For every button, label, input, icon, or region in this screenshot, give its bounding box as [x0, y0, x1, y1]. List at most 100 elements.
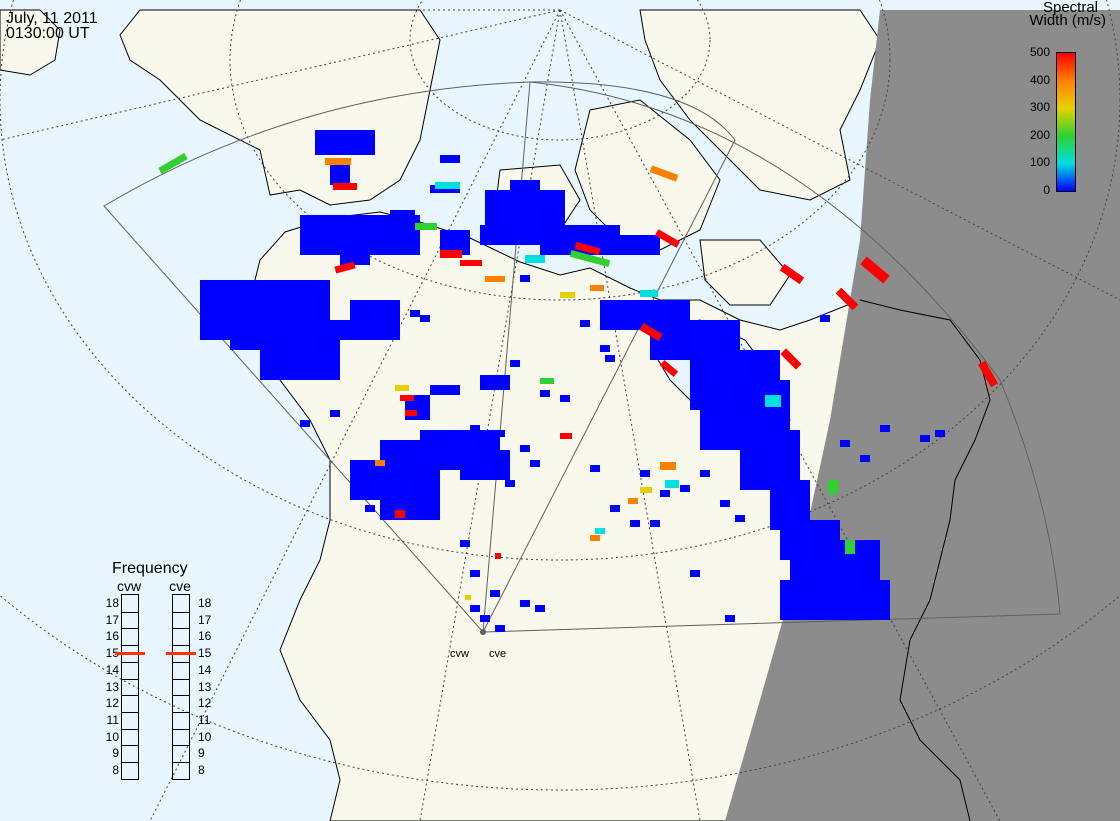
- echo-cell: [640, 487, 652, 493]
- echo-cell: [420, 315, 430, 322]
- frequency-level-label: 15: [105, 646, 119, 661]
- echo-cell: [520, 275, 530, 282]
- echo-cell: [540, 378, 554, 384]
- echo-cell: [680, 485, 690, 492]
- echo-cell: [460, 540, 470, 547]
- echo-cell: [465, 595, 471, 600]
- echo-cell: [440, 250, 462, 258]
- echo-cell: [510, 180, 540, 190]
- site-label-cve: cve: [489, 648, 507, 660]
- echo-cell: [470, 425, 480, 432]
- echo-cell: [480, 615, 490, 622]
- echo-cell: [649, 165, 679, 182]
- frequency-title: Frequency: [112, 560, 188, 577]
- echo-cell: [560, 395, 570, 402]
- echo-cell: [535, 605, 545, 612]
- echo-cell: [605, 355, 615, 362]
- frequency-level-label: 18: [105, 596, 119, 610]
- echo-cell: [340, 240, 370, 265]
- echo-cell: [700, 470, 710, 477]
- echo-cell: [430, 385, 460, 395]
- echo-cell: [520, 600, 530, 607]
- echo-cell: [330, 410, 340, 417]
- echo-cell: [595, 528, 605, 534]
- echo-cell: [495, 553, 501, 559]
- echo-cell: [495, 430, 505, 437]
- colorbar-tick: 100: [1029, 155, 1050, 170]
- echo-cell: [665, 480, 679, 488]
- frequency-level-label: 17: [198, 612, 212, 627]
- echo-cell: [460, 260, 482, 266]
- echo-cell: [485, 276, 505, 282]
- fov-cve: [482, 81, 1061, 633]
- echo-cell: [660, 490, 670, 497]
- echo-cell: [460, 450, 510, 480]
- echo-cell: [390, 210, 415, 230]
- frequency-level-label: 13: [105, 679, 119, 694]
- echo-cell: [220, 325, 230, 332]
- echo-cell: [610, 505, 620, 512]
- frequency-column-cve: [172, 594, 190, 780]
- echo-cell: [525, 255, 545, 263]
- echo-cell: [590, 535, 600, 541]
- echo-cell: [435, 182, 460, 189]
- frequency-level-label: 14: [198, 662, 212, 677]
- frequency-level-label: 9: [198, 746, 205, 761]
- echo-cell: [470, 570, 480, 577]
- echo-cell: [405, 410, 417, 416]
- echo-cell: [860, 256, 890, 284]
- echo-cell: [628, 498, 638, 504]
- frequency-level-label: 14: [105, 662, 119, 677]
- echo-cell: [600, 345, 610, 352]
- echo-cell: [395, 510, 405, 518]
- echo-cell: [470, 605, 480, 612]
- echo-cell: [325, 158, 351, 165]
- fov-cvw: [103, 81, 736, 633]
- colorbar-tick: 400: [1029, 72, 1050, 87]
- echo-cell: [659, 360, 679, 377]
- echo-cell: [765, 395, 781, 407]
- echo-cell: [495, 625, 505, 632]
- echo-cell: [574, 241, 601, 256]
- echo-cell: [720, 500, 730, 507]
- frequency-level-label: 8: [198, 763, 205, 777]
- echo-cell: [520, 445, 530, 452]
- colorbar-tick: 200: [1029, 127, 1050, 142]
- land-alaska: [119, 9, 441, 206]
- colorbar-title-2: Width (m/s): [1029, 12, 1106, 29]
- echo-cell: [935, 430, 945, 437]
- echo-cell: [510, 360, 520, 367]
- frequency-level-label: 17: [105, 612, 119, 627]
- echo-cell: [640, 290, 658, 297]
- frequency-level-label: 11: [106, 712, 119, 727]
- echo-cell: [590, 285, 604, 291]
- echo-cell: [735, 515, 745, 522]
- site-label-cvw: cvw: [450, 648, 469, 660]
- frequency-level-label: 16: [105, 629, 119, 644]
- coast-night: [859, 299, 991, 821]
- echo-cell: [210, 310, 220, 317]
- colorbar-title-1: Spectral: [1042, 0, 1098, 16]
- frequency-level-label: 16: [198, 629, 212, 644]
- echo-cell: [350, 300, 400, 320]
- frequency-level-label: 15: [198, 646, 212, 661]
- frequency-level-label: 13: [198, 679, 212, 694]
- echo-cell: [375, 460, 385, 466]
- echo-cell: [505, 480, 515, 487]
- echo-cell: [260, 340, 340, 380]
- colorbar-tick: 500: [1029, 45, 1050, 59]
- echo-cell: [333, 183, 357, 190]
- echo-cell: [415, 223, 437, 230]
- echo-cell: [654, 229, 681, 248]
- colorbar-tick: 0: [1043, 183, 1050, 197]
- frequency-radar-cve: cve: [169, 578, 191, 594]
- echo-cell: [650, 520, 660, 527]
- echo-cell: [300, 420, 310, 427]
- echo-cell: [880, 425, 890, 432]
- frequency-level-label: 18: [198, 596, 212, 610]
- colorbar-tick: 300: [1029, 100, 1050, 115]
- frequency-level-label: 12: [105, 696, 119, 711]
- echo-cell: [779, 263, 805, 285]
